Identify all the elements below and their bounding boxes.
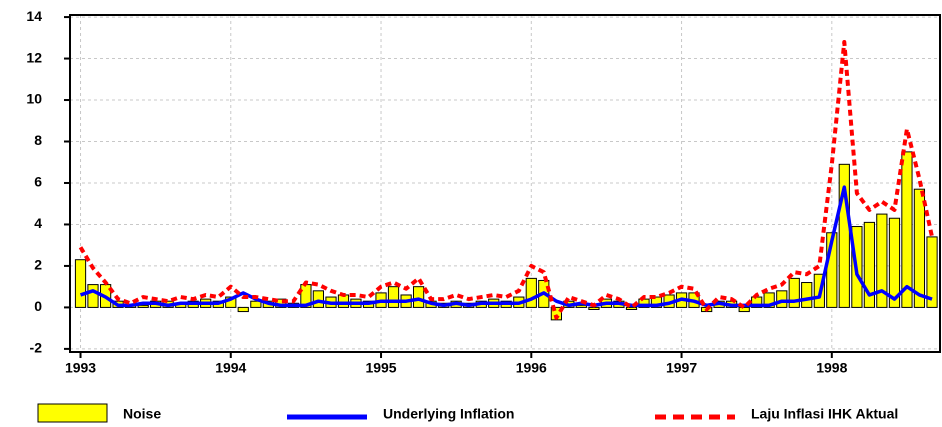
bar: [926, 236, 938, 308]
bar: [312, 290, 324, 308]
bar: [525, 277, 537, 308]
bar: [763, 292, 775, 308]
bar: [901, 151, 913, 308]
bar: [387, 286, 400, 308]
legend-label: Noise: [123, 406, 161, 422]
bar: [74, 259, 87, 308]
line: [79, 185, 933, 308]
y-tick-label: 0: [34, 298, 42, 314]
bar: [863, 221, 875, 308]
bar: [250, 300, 262, 308]
bar: [838, 163, 850, 308]
y-tick-label: 8: [34, 132, 42, 148]
x-tick-label: 1996: [516, 360, 547, 376]
legend-label: Underlying Inflation: [383, 406, 514, 422]
y-tick-label: 2: [34, 257, 42, 273]
y-tick-label: 6: [34, 174, 42, 190]
bar: [801, 282, 813, 308]
y-tick-label: 12: [26, 49, 42, 65]
plot-frame: [69, 14, 941, 353]
bar: [776, 290, 788, 308]
y-tick-label: 10: [26, 91, 42, 107]
bar: [625, 306, 638, 310]
x-tick-label: 1998: [816, 360, 847, 376]
y-tick-label: 4: [34, 215, 42, 231]
x-tick-label: 1997: [666, 360, 697, 376]
bar: [913, 188, 926, 308]
y-tick-label: 14: [26, 8, 42, 24]
bar: [87, 284, 99, 308]
bar: [550, 306, 563, 321]
bar: [575, 304, 587, 308]
bar: [788, 277, 800, 308]
bar: [888, 217, 901, 308]
legend-swatch: [37, 403, 108, 423]
bar: [137, 304, 149, 308]
bar: [876, 213, 888, 308]
bar: [412, 286, 425, 308]
x-tick-label: 1995: [365, 360, 396, 376]
y-tick-label: -2: [30, 340, 43, 356]
bar: [588, 306, 600, 310]
bar: [650, 296, 663, 308]
bar: [738, 306, 750, 313]
bar: [237, 306, 249, 313]
x-tick-label: 1994: [215, 360, 246, 376]
x-tick-label: 1993: [65, 360, 96, 376]
legend-label: Laju Inflasi IHK Aktual: [751, 406, 898, 422]
line: [78, 39, 934, 320]
